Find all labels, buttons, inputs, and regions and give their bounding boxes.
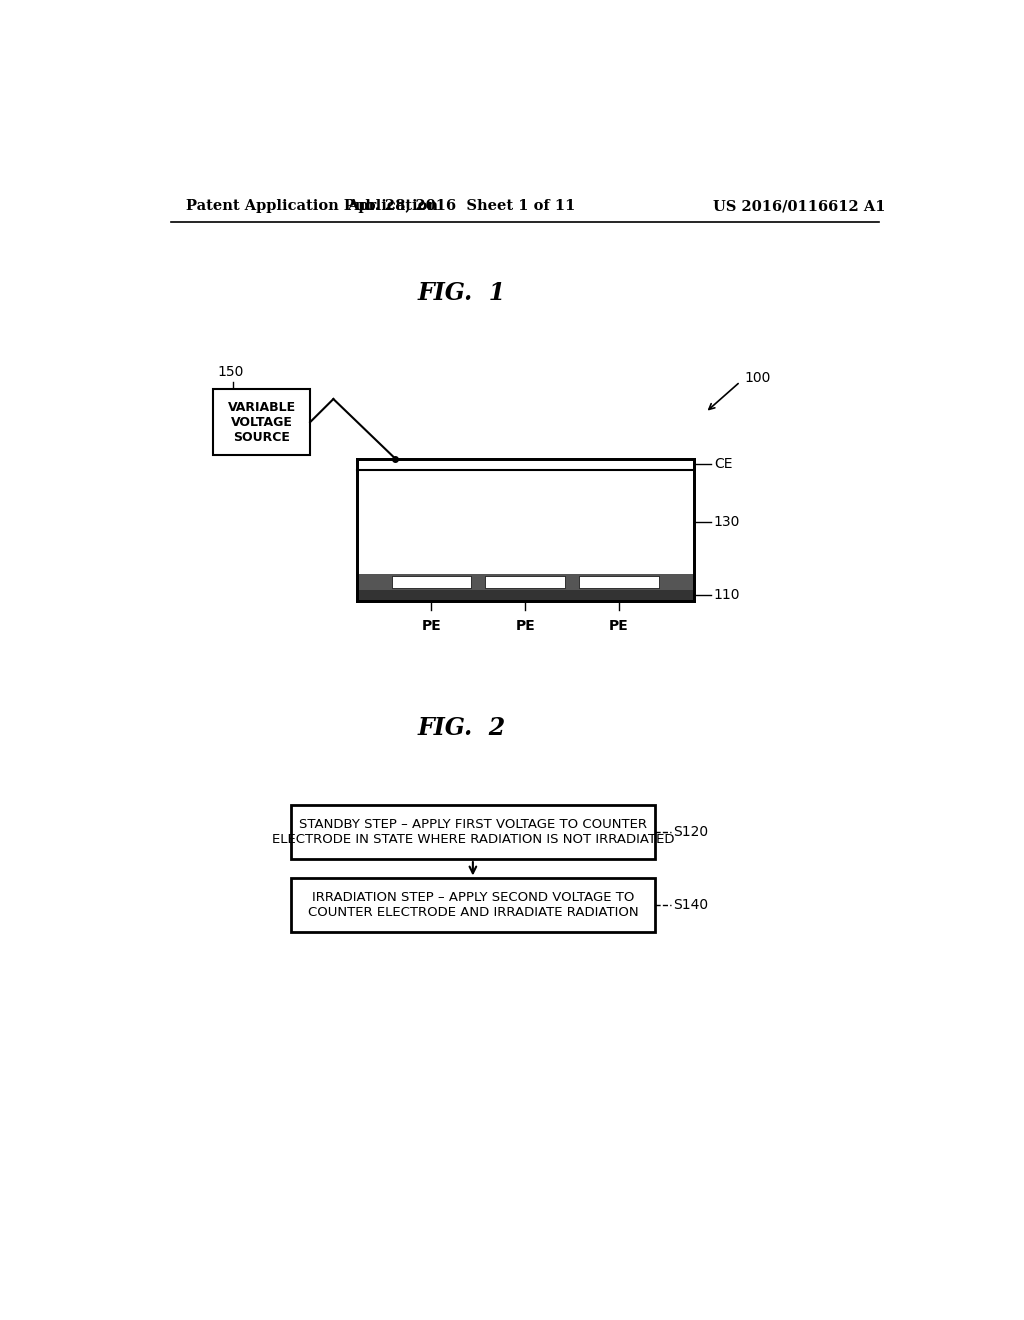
Bar (391, 576, 471, 589)
Text: 130: 130 (714, 515, 740, 529)
Text: PE: PE (422, 619, 441, 632)
Text: US 2016/0116612 A1: US 2016/0116612 A1 (713, 199, 886, 213)
Bar (291, 878, 655, 932)
Text: PE: PE (515, 619, 536, 632)
Text: CE: CE (714, 458, 732, 471)
Text: S140: S140 (674, 899, 709, 912)
Text: IRRADIATION STEP – APPLY SECOND VOLTAGE TO
COUNTER ELECTRODE AND IRRADIATE RADIA: IRRADIATION STEP – APPLY SECOND VOLTAGE … (307, 891, 638, 919)
Bar (213, 389, 310, 455)
Bar (485, 576, 565, 589)
Text: Patent Application Publication: Patent Application Publication (186, 199, 438, 213)
Bar (356, 574, 693, 590)
Text: S120: S120 (674, 825, 709, 840)
Text: 150: 150 (217, 366, 244, 379)
Text: Apr. 28, 2016  Sheet 1 of 11: Apr. 28, 2016 Sheet 1 of 11 (347, 199, 575, 213)
Bar (579, 576, 658, 589)
Text: VARIABLE
VOLTAGE
SOURCE: VARIABLE VOLTAGE SOURCE (227, 401, 296, 444)
Text: STANDBY STEP – APPLY FIRST VOLTAGE TO COUNTER
ELECTRODE IN STATE WHERE RADIATION: STANDBY STEP – APPLY FIRST VOLTAGE TO CO… (271, 818, 674, 846)
Bar (291, 805, 655, 859)
Bar (356, 590, 693, 601)
Text: 100: 100 (744, 371, 770, 385)
Text: PE: PE (609, 619, 629, 632)
Text: 110: 110 (714, 589, 740, 602)
Text: FIG.  1: FIG. 1 (417, 281, 506, 305)
Text: FIG.  2: FIG. 2 (417, 717, 506, 741)
